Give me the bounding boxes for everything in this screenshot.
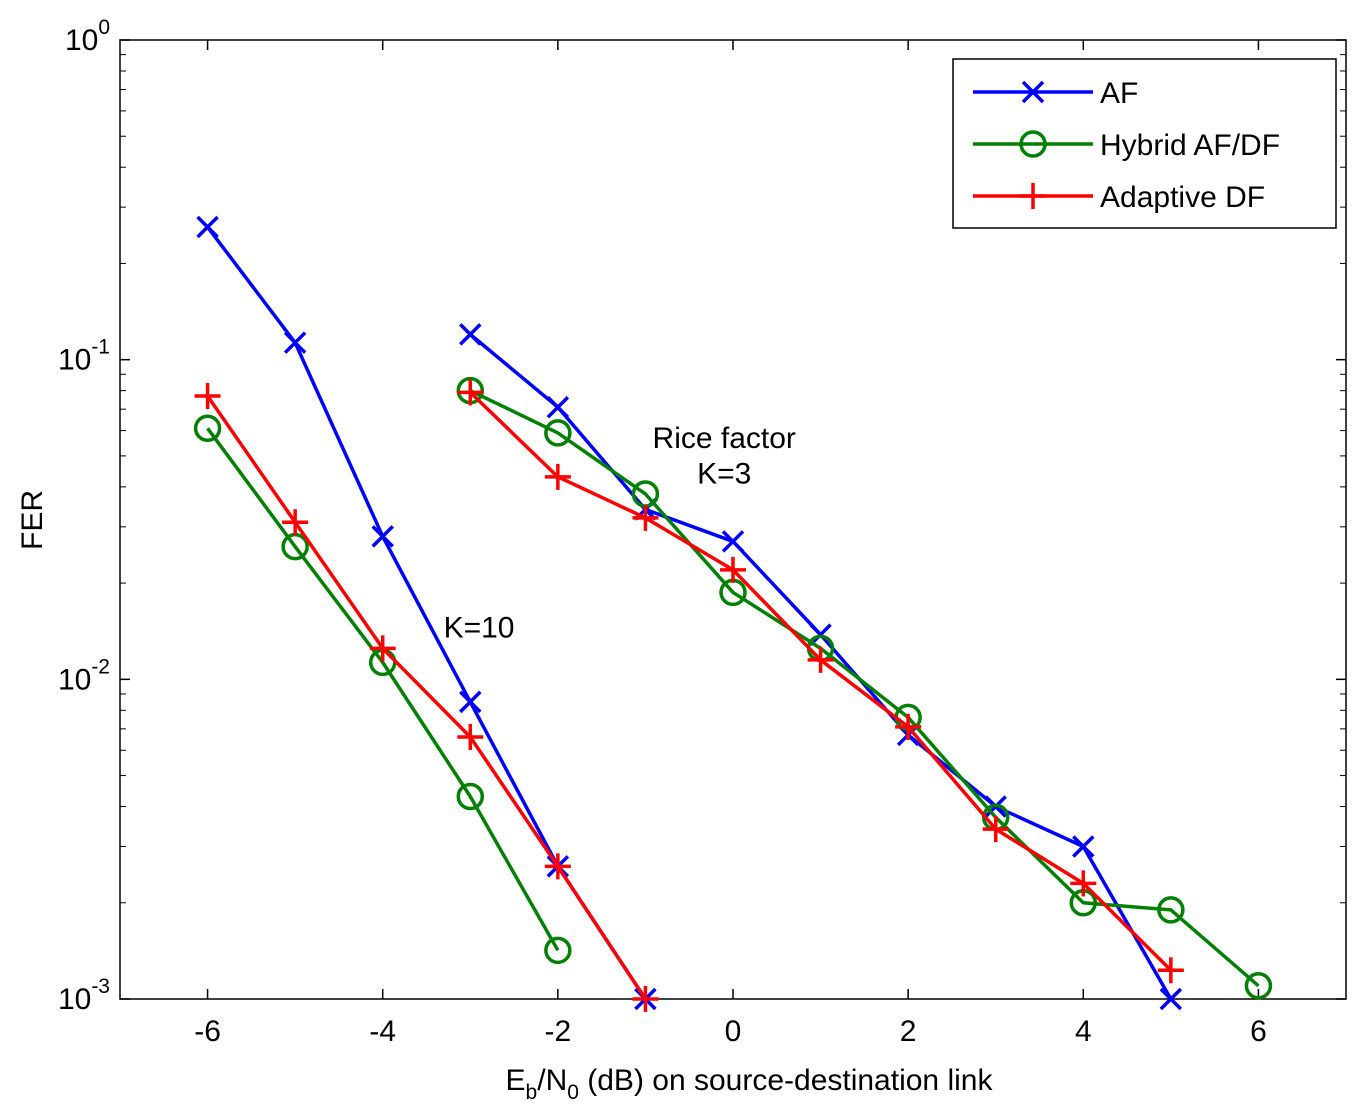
marker-x	[1159, 987, 1183, 1011]
marker-plus	[194, 382, 221, 409]
marker-plus	[282, 509, 309, 536]
series-layer	[193, 215, 1273, 1012]
y-tick-label: 10-2	[58, 655, 110, 696]
x-tick-label: 6	[1250, 1015, 1267, 1048]
y-tick-label: 100	[65, 16, 110, 57]
series-adaptive-df	[457, 379, 1184, 984]
marker-plus	[1157, 957, 1184, 984]
x-axis-ticks: -6 -4 -2 0 2 4 6	[194, 40, 1267, 1048]
marker-plus	[720, 556, 746, 583]
marker-plus	[982, 816, 1009, 843]
marker-x	[459, 690, 482, 714]
marker-x	[371, 525, 394, 548]
annotation-text: K=3	[697, 457, 751, 490]
marker-x	[196, 215, 219, 239]
marker-plus	[895, 713, 922, 740]
marker-plus	[632, 986, 659, 1012]
marker-plus	[807, 646, 834, 673]
marker-x	[459, 323, 482, 346]
marker-circle	[1244, 972, 1273, 1000]
marker-plus	[369, 635, 396, 662]
marker-plus	[1020, 183, 1046, 209]
marker-circle	[544, 936, 572, 965]
marker-plus	[632, 504, 659, 531]
marker-plus	[457, 724, 484, 751]
annotation-text: K=10	[444, 612, 515, 645]
marker-plus	[457, 379, 484, 406]
legend-label: Adaptive DF	[1100, 181, 1265, 214]
legend-box	[952, 58, 1337, 229]
marker-x	[1021, 80, 1045, 104]
legend-entry: AF	[973, 77, 1138, 110]
x-tick-label: -6	[194, 1015, 221, 1048]
legend-entry: Hybrid AF/DF	[973, 129, 1280, 162]
legend-label: Hybrid AF/DF	[1100, 129, 1280, 162]
y-axis-label: FER	[16, 490, 49, 550]
marker-x	[1072, 835, 1095, 858]
x-tick-label: 0	[725, 1015, 742, 1048]
marker-circle	[1019, 130, 1047, 158]
marker-circle	[193, 414, 222, 443]
marker-x	[546, 395, 570, 419]
marker-plus	[544, 853, 571, 880]
y-axis-ticks: 100 10-1 10-2 10-3	[58, 16, 1346, 1016]
marker-x	[721, 530, 745, 553]
x-tick-label: -4	[369, 1015, 396, 1048]
marker-circle	[1157, 896, 1185, 924]
series-line	[206, 427, 560, 952]
series-adaptive-df	[194, 382, 659, 1012]
marker-circle	[456, 782, 485, 811]
x-tick-label: -2	[545, 1015, 572, 1048]
marker-x	[283, 331, 307, 354]
x-tick-label: 2	[900, 1015, 917, 1048]
marker-plus	[544, 463, 571, 490]
marker-plus	[1070, 870, 1097, 897]
x-tick-label: 4	[1075, 1015, 1092, 1048]
annotation-text: Rice factor	[653, 422, 796, 455]
series-line	[206, 394, 647, 1000]
legend-label: AF	[1100, 77, 1138, 110]
legend: AF Hybrid AF/DF Adaptive DF	[952, 58, 1337, 229]
legend-entry: Adaptive DF	[973, 181, 1265, 214]
marker-circle	[544, 419, 572, 447]
y-tick-label: 10-3	[58, 975, 110, 1016]
x-axis-label: Eb/N0 (dB) on source-destination link	[506, 1064, 994, 1104]
series-line	[469, 389, 1260, 988]
y-tick-label: 10-1	[58, 336, 110, 377]
